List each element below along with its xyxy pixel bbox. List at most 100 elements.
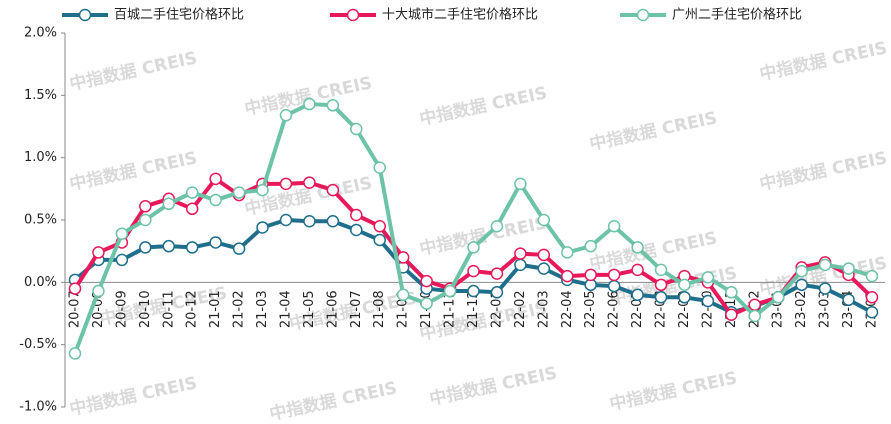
legend-label: 十大城市二手住宅价格环比 [382,7,538,23]
y-tick-label: 1.0% [24,150,57,165]
point [631,263,644,277]
point [373,233,386,247]
point [537,213,551,227]
point [561,246,574,259]
point [443,284,457,298]
point [514,258,527,272]
point [678,291,691,304]
point [514,247,527,260]
point [232,186,246,199]
point [256,183,269,197]
point [279,109,293,122]
point [818,258,832,272]
point [350,208,363,222]
point [654,291,668,304]
x-tick-label: 22-03 [536,290,551,328]
point [209,236,222,249]
point [303,97,316,111]
point [326,99,340,112]
legend-marker [636,8,650,22]
point [842,262,855,275]
point [185,202,199,216]
x-tick-label: 21-06 [325,290,340,328]
watermark: 中指数据 CREIS [588,107,719,155]
point [467,264,480,278]
point [303,176,316,189]
point [818,282,832,295]
legend-marker [78,8,92,22]
point [162,239,176,253]
point [209,172,222,186]
y-tick-label: -0.5% [19,337,57,352]
point [514,177,527,191]
point [701,294,715,308]
legend-label: 广州二手住宅价格环比 [672,7,802,23]
x-tick-label: 21-12 [466,290,481,328]
point [396,288,410,302]
point [537,248,551,262]
point [279,177,293,191]
point [467,284,480,298]
watermark: 中指数据 CREIS [68,147,199,195]
point [725,286,738,299]
x-tick-label: 22-06 [607,290,622,328]
point [865,269,879,283]
watermark: 中指数据 CREIS [68,372,199,420]
point [92,284,105,298]
y-tick-label: 1.5% [24,88,57,103]
watermark: 中指数据 CREIS [68,47,199,95]
point [748,298,762,312]
point [607,219,621,233]
point [537,262,551,275]
point [162,197,176,211]
point [139,213,152,227]
x-tick-label: 20-11 [161,290,176,328]
x-tick-label: 22-01 [489,290,504,328]
point [303,214,316,228]
watermark: 中指数据 CREIS [608,367,739,415]
watermark: 中指数据 CREIS [758,147,889,195]
x-tick-label: 21-04 [278,290,293,328]
x-tick-label: 22-02 [513,290,528,328]
point [115,227,129,240]
point [68,282,82,295]
point [490,219,504,233]
x-tick-label: 23-02 [794,290,809,328]
point [607,268,621,282]
point [350,122,363,136]
x-tick-label: 21-07 [349,290,364,328]
point [607,279,621,293]
point [490,286,504,299]
point [396,251,410,264]
y-tick-label: 0.5% [24,213,57,228]
x-tick-label: 21-08 [372,290,387,328]
point [865,306,879,319]
y-tick-label: -1.0% [19,400,57,415]
point [865,291,879,304]
x-tick-label: 20-07 [68,290,83,328]
point [748,309,762,323]
y-tick-label: 2.0% [24,26,57,41]
point [631,241,644,254]
point [725,308,738,321]
point [631,288,644,302]
point [279,213,293,227]
point [584,239,597,253]
watermark: 中指数据 CREIS [418,297,549,345]
point [795,278,808,292]
point [490,267,504,280]
point [185,186,199,199]
point [92,246,105,259]
x-tick-label: 21-11 [443,290,458,328]
point [139,241,152,254]
watermark: 中指数据 CREIS [758,37,889,85]
watermark: 中指数据 CREIS [243,72,374,120]
point [350,223,363,237]
point [842,293,855,307]
point [420,297,433,310]
point [326,214,340,228]
watermark: 中指数据 CREIS [428,362,559,410]
x-tick-label: 20-12 [185,290,200,328]
x-tick-label: 21-03 [255,290,270,328]
